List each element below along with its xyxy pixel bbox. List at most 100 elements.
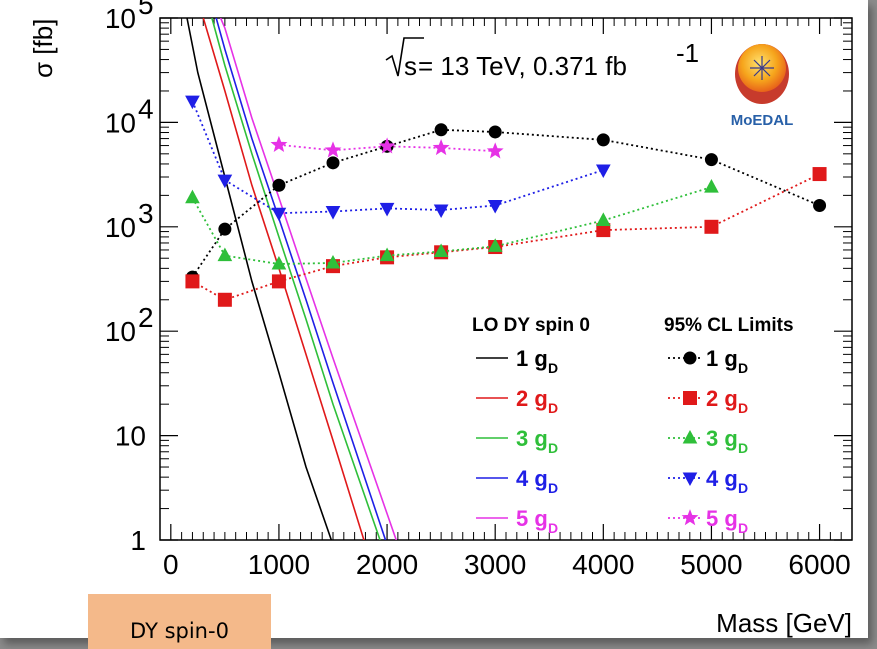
legend-limits-title: 95% CL Limits xyxy=(664,315,794,336)
legend-limit-sub: D xyxy=(738,480,748,496)
legend-theory-label: 4 g xyxy=(516,466,548,491)
legend-limit-marker xyxy=(683,391,697,405)
limit-line-3 xyxy=(191,186,712,265)
series-layer xyxy=(186,18,398,540)
limit-point-3 xyxy=(185,189,200,204)
limit-line-1 xyxy=(191,128,820,278)
theory-curve-4 xyxy=(215,18,387,540)
moedal-logo: MoEDAL xyxy=(731,44,794,129)
y-tick-label: 10 xyxy=(105,107,136,138)
legend-limit-sub: D xyxy=(738,520,748,536)
limit-point-2 xyxy=(185,274,200,289)
legend-theory-sub: D xyxy=(548,480,558,496)
legend-limit-sub: D xyxy=(738,360,748,376)
limit-point-3 xyxy=(325,254,341,269)
limit-point-3 xyxy=(487,238,503,252)
limit-point-3 xyxy=(595,212,611,226)
legend-theory-sub: D xyxy=(548,400,558,416)
figure-panel: 0 1000 2000 3000 4000 5000 6000 1 10 10 2 10 3 10 4 10 5… xyxy=(0,0,868,638)
limit-point-4 xyxy=(217,174,233,189)
y-tick-exponent: 4 xyxy=(138,93,154,124)
sqrt-s-label: s xyxy=(404,51,417,81)
limit-point-3 xyxy=(379,247,395,262)
y-tick-label: 10 xyxy=(105,3,136,34)
limit-point-1 xyxy=(704,153,718,167)
x-tick-label: 5000 xyxy=(680,549,742,580)
x-tick-label: 1000 xyxy=(248,549,310,580)
legend-theory-label: 2 g xyxy=(516,386,548,411)
legend-theory-sub: D xyxy=(548,520,558,536)
limit-point-4 xyxy=(325,206,341,220)
energy-lumi-text: = 13 TeV, 0.371 fb xyxy=(418,51,627,81)
theory-curve-5 xyxy=(219,18,398,540)
limit-point-3 xyxy=(704,179,719,193)
x-tick-label: 6000 xyxy=(788,549,850,580)
logo-text: MoEDAL xyxy=(731,112,794,129)
limit-point-1 xyxy=(272,178,286,192)
y-tick-exponent: 2 xyxy=(138,302,154,333)
marker-layer xyxy=(185,95,827,307)
legend-theory-sub: D xyxy=(548,360,558,376)
limit-point-2 xyxy=(812,167,827,182)
x-tick-label: 4000 xyxy=(572,549,634,580)
legend-theory-sub: D xyxy=(548,440,558,456)
legend-limit-sub: D xyxy=(738,400,748,416)
legend-limit-label: 2 g xyxy=(706,386,738,411)
limit-point-4 xyxy=(185,95,200,110)
limit-point-2 xyxy=(271,274,286,289)
limit-line-5 xyxy=(278,143,496,153)
limit-point-2 xyxy=(704,219,719,234)
limit-point-3 xyxy=(271,255,287,270)
legend-limit-label: 5 g xyxy=(706,506,738,531)
legend-theory-label: 3 g xyxy=(516,426,548,451)
x-axis-title: Mass [GeV] xyxy=(716,608,852,638)
limit-point-1 xyxy=(434,123,448,137)
limit-point-4 xyxy=(379,202,395,217)
legend-limit-sub: D xyxy=(738,440,748,456)
limit-point-4 xyxy=(595,164,611,179)
limit-point-1 xyxy=(218,222,232,236)
limit-line-2 xyxy=(191,173,820,301)
legend-limit-marker xyxy=(682,429,698,444)
limit-point-5 xyxy=(486,142,504,159)
legend-theory-title: LO DY spin 0 xyxy=(472,315,590,336)
legend-theory-label: 5 g xyxy=(516,506,548,531)
limit-point-1 xyxy=(326,156,340,170)
x-tick-label: 3000 xyxy=(464,549,526,580)
y-tick-exponent: 3 xyxy=(138,198,154,229)
limit-line-4 xyxy=(191,100,604,215)
x-tick-label: 0 xyxy=(163,549,179,580)
limit-point-1 xyxy=(813,198,827,212)
limit-point-3 xyxy=(433,243,449,257)
theory-curve-1 xyxy=(186,18,333,540)
legend-theory-label: 1 g xyxy=(516,346,548,371)
limit-point-4 xyxy=(271,207,287,222)
limit-point-2 xyxy=(217,292,232,307)
legend-limit-label: 3 g xyxy=(706,426,738,451)
y-tick-label: 10 xyxy=(105,316,136,347)
limit-point-5 xyxy=(324,141,342,158)
limit-point-4 xyxy=(433,204,449,219)
legend-limit-marker xyxy=(681,509,699,526)
theory-curve-3 xyxy=(211,18,381,540)
limit-point-1 xyxy=(596,133,610,147)
y-tick-label: 10 xyxy=(115,421,146,452)
legend-limit-marker xyxy=(683,351,697,365)
limit-point-5 xyxy=(270,135,288,153)
legend-limit-label: 1 g xyxy=(706,346,738,371)
footer-tag: DY spin-0 xyxy=(88,594,271,649)
y-tick-label: 10 xyxy=(105,212,136,243)
legend-limit-label: 4 g xyxy=(706,466,738,491)
x-tick-label: 2000 xyxy=(356,549,418,580)
y-axis-title: σ [fb] xyxy=(28,19,58,78)
lumi-exponent: -1 xyxy=(676,38,699,68)
energy-annotation: s = 13 TeV, 0.371 fb -1 xyxy=(385,37,699,81)
limit-point-4 xyxy=(487,199,503,214)
limit-point-1 xyxy=(488,125,502,139)
legend-limit-marker xyxy=(682,472,698,487)
limit-point-5 xyxy=(378,137,396,154)
limit-point-3 xyxy=(217,247,233,262)
y-tick-label: 1 xyxy=(130,525,146,556)
